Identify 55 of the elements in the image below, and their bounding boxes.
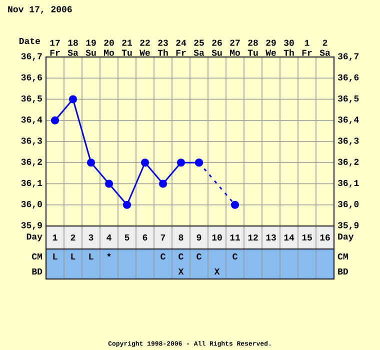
text: L	[71, 254, 76, 260]
y-tick-label: 36,2	[21, 158, 42, 166]
x-tick-label: 17 Fr	[50, 40, 60, 56]
y-tick-label: 36,3	[21, 138, 42, 146]
x-tick-label: 4	[106, 234, 112, 240]
x-tick-label: 1	[52, 234, 58, 240]
text: X	[178, 268, 184, 274]
y-tick-label: 36,1	[21, 180, 42, 188]
x-tick-label: 8	[178, 234, 184, 241]
x-tick-label: 22 We	[140, 40, 150, 56]
x-tick-label: 3	[88, 234, 94, 241]
text: *	[107, 253, 111, 257]
y-tick-label: 36,0	[21, 201, 42, 209]
y-tick-label: 36,7	[21, 53, 42, 61]
x-tick-label: 19 Su	[86, 40, 96, 56]
x-tick-label: 14	[284, 234, 294, 240]
text: Day	[338, 234, 354, 242]
x-axis-title: Date	[19, 38, 40, 44]
x-tick-label: 25 Sa	[194, 40, 204, 56]
x-tick-label: 6	[142, 234, 148, 241]
x-tick-label: 30 Th	[284, 40, 294, 56]
text: L	[53, 254, 58, 260]
x-tick-label: 7	[160, 234, 166, 240]
x-tick-label: 29 We	[266, 40, 276, 56]
x-tick-label: 18 Sa	[68, 40, 78, 56]
x-axis-title: Day	[26, 234, 42, 242]
x-tick-label: 21 Tu	[122, 40, 132, 56]
text: L	[89, 254, 94, 260]
x-tick-label: 20 Mo	[104, 40, 114, 56]
x-tick-label: 5	[124, 234, 130, 240]
x-tick-label: 28 Tu	[248, 40, 258, 56]
x-tick-label: 2	[70, 234, 76, 240]
x-tick-label: 2 Sa	[320, 40, 330, 56]
y-tick-label: 36,6	[21, 74, 42, 82]
y-tick-label: 35,9	[21, 222, 42, 230]
text: X	[214, 268, 220, 274]
text: C	[196, 253, 202, 260]
x-tick-label: 13	[266, 234, 276, 241]
y-tick-label: 36,4	[21, 116, 42, 124]
x-tick-label: 27 Mo	[230, 40, 240, 56]
x-tick-label: 9	[196, 234, 202, 241]
x-tick-label: 11	[230, 234, 240, 240]
text: C	[160, 253, 166, 260]
text: C	[232, 253, 238, 260]
x-tick-label: 23 Th	[158, 40, 168, 56]
x-tick-label: 24 Fr	[176, 40, 186, 56]
text: C	[178, 253, 184, 260]
x-tick-label: 26 Su	[212, 40, 222, 56]
x-tick-label: 10	[212, 234, 222, 241]
x-tick-label: 1 Fr	[302, 40, 312, 56]
chart-title: Nov 17, 2006	[8, 6, 72, 14]
y-tick-label: 36,5	[21, 95, 42, 104]
x-tick-label: 15	[302, 234, 312, 240]
x-tick-label: 12	[248, 234, 258, 240]
x-tick-label: 16	[320, 234, 330, 241]
